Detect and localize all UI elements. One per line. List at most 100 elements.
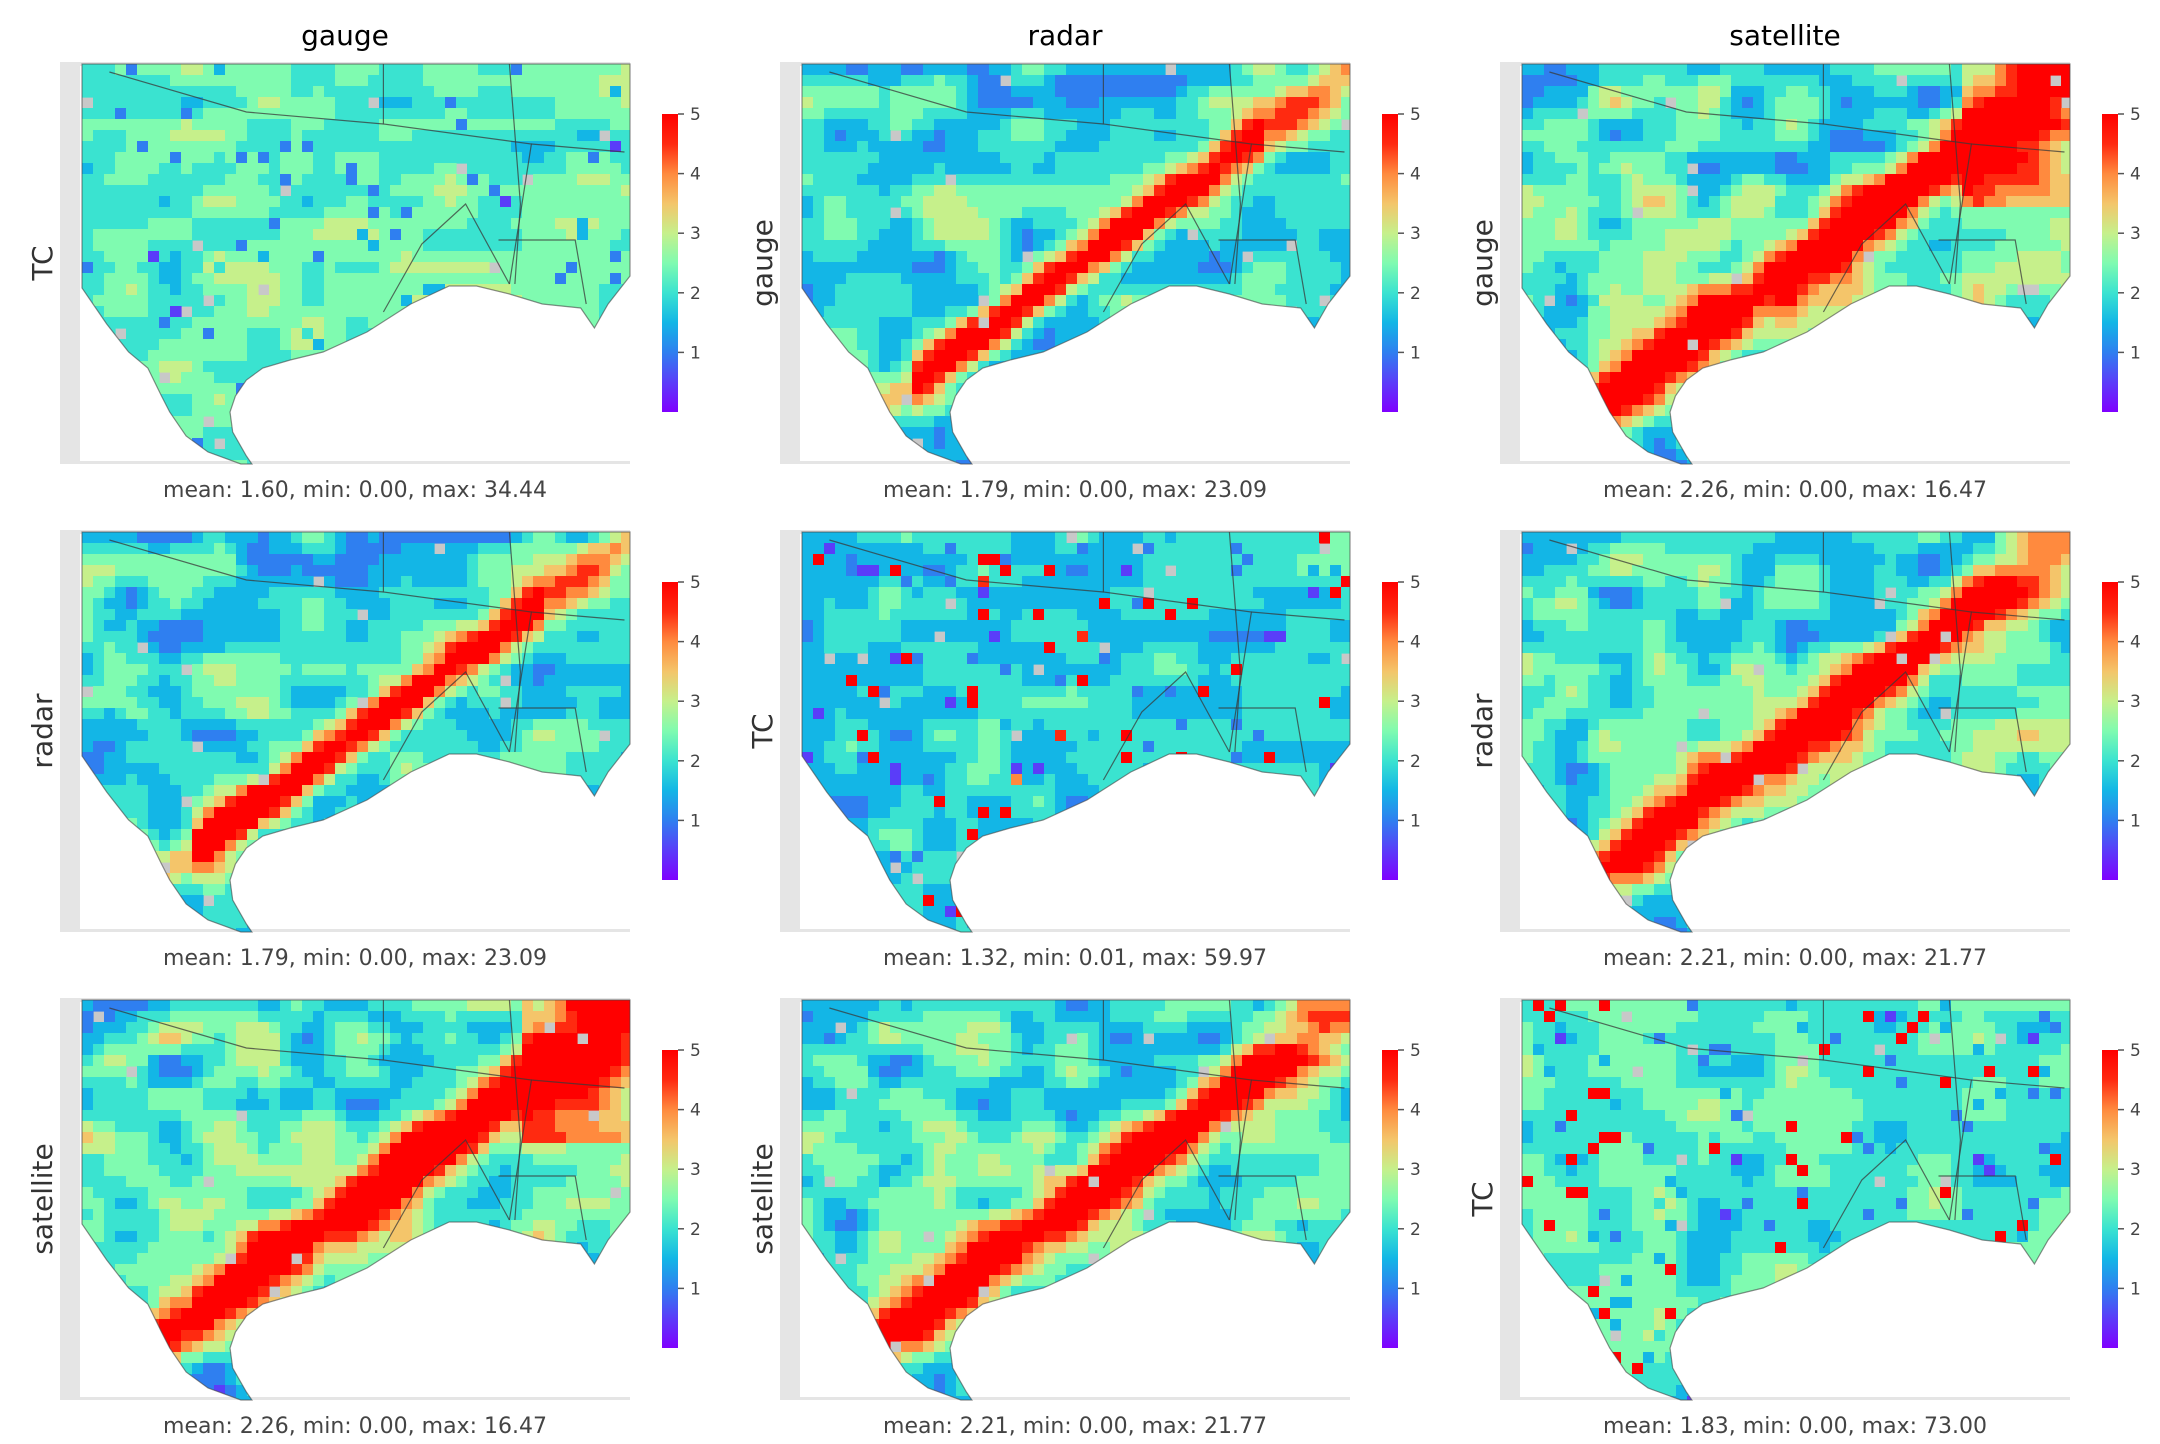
heatmap-cell bbox=[159, 108, 171, 120]
heatmap-cell bbox=[1643, 317, 1655, 329]
heatmap-cell bbox=[2006, 97, 2018, 109]
heatmap-cell bbox=[1830, 86, 1842, 98]
heatmap-cell bbox=[1632, 273, 1644, 285]
heatmap-cell bbox=[1533, 273, 1545, 285]
heatmap-cell bbox=[890, 119, 902, 131]
heatmap-cell bbox=[247, 328, 259, 340]
heatmap-cell bbox=[1055, 251, 1067, 263]
heatmap-cell bbox=[478, 251, 490, 263]
heatmap-cell bbox=[269, 284, 281, 296]
heatmap-cell bbox=[1918, 64, 1930, 76]
heatmap-cell bbox=[1995, 152, 2007, 164]
heatmap-cell bbox=[148, 317, 160, 329]
heatmap-cell bbox=[1264, 152, 1276, 164]
heatmap-cell bbox=[1209, 64, 1221, 76]
heatmap-cell bbox=[1341, 64, 1353, 76]
heatmap-cell bbox=[104, 372, 116, 384]
heatmap-cell bbox=[1077, 273, 1089, 285]
heatmap-cell bbox=[1143, 449, 1155, 461]
heatmap-cell bbox=[1165, 372, 1177, 384]
heatmap-cell bbox=[236, 317, 248, 329]
heatmap-cell bbox=[456, 350, 468, 362]
heatmap-cell bbox=[813, 119, 825, 131]
heatmap-cell bbox=[1319, 416, 1331, 428]
heatmap-cell bbox=[181, 416, 193, 428]
heatmap-cell bbox=[1055, 108, 1067, 120]
heatmap-cell bbox=[302, 405, 314, 417]
heatmap-cell bbox=[1055, 438, 1067, 450]
heatmap-cell bbox=[813, 328, 825, 340]
heatmap-cell bbox=[214, 130, 226, 142]
heatmap-cell bbox=[555, 350, 567, 362]
heatmap-cell bbox=[489, 141, 501, 153]
heatmap-cell bbox=[1044, 416, 1056, 428]
heatmap-cell bbox=[379, 427, 391, 439]
heatmap-cell bbox=[1522, 141, 1534, 153]
heatmap-cell bbox=[93, 427, 105, 439]
heatmap-cell bbox=[555, 306, 567, 318]
heatmap-cell bbox=[247, 339, 259, 351]
heatmap-cell bbox=[868, 163, 880, 175]
heatmap-cell bbox=[1330, 64, 1342, 76]
heatmap-cell bbox=[214, 152, 226, 164]
heatmap-cell bbox=[1319, 317, 1331, 329]
heatmap-cell bbox=[423, 174, 435, 186]
heatmap-cell bbox=[1308, 273, 1320, 285]
heatmap-cell bbox=[1143, 152, 1155, 164]
heatmap-cell bbox=[989, 306, 1001, 318]
heatmap-cell bbox=[214, 196, 226, 208]
heatmap-cell bbox=[247, 361, 259, 373]
heatmap-cell bbox=[879, 383, 891, 395]
heatmap-cell bbox=[1198, 207, 1210, 219]
heatmap-cell bbox=[1676, 328, 1688, 340]
heatmap-cell bbox=[566, 207, 578, 219]
heatmap-cell bbox=[1973, 306, 1985, 318]
heatmap-cell bbox=[1088, 361, 1100, 373]
heatmap-cell bbox=[1929, 174, 1941, 186]
heatmap-cell bbox=[1874, 317, 1886, 329]
heatmap-cell bbox=[379, 163, 391, 175]
heatmap-cell bbox=[912, 284, 924, 296]
heatmap-cell bbox=[478, 163, 490, 175]
heatmap-cell bbox=[192, 295, 204, 307]
heatmap-cell bbox=[1253, 86, 1265, 98]
heatmap-cell bbox=[1209, 185, 1221, 197]
heatmap-cell bbox=[1698, 119, 1710, 131]
heatmap-cell bbox=[1055, 350, 1067, 362]
heatmap-cell bbox=[456, 273, 468, 285]
heatmap-cell bbox=[478, 86, 490, 98]
heatmap-cell bbox=[621, 394, 633, 406]
heatmap-cell bbox=[1286, 350, 1298, 362]
heatmap-cell bbox=[1286, 196, 1298, 208]
heatmap-cell bbox=[956, 196, 968, 208]
heatmap-cell bbox=[1731, 64, 1743, 76]
heatmap-cell bbox=[401, 339, 413, 351]
heatmap-cell bbox=[1962, 240, 1974, 252]
heatmap-cell bbox=[1709, 75, 1721, 87]
heatmap-cell bbox=[126, 438, 138, 450]
heatmap-cell bbox=[214, 306, 226, 318]
heatmap-cell bbox=[610, 273, 622, 285]
heatmap-cell bbox=[599, 108, 611, 120]
heatmap-cell bbox=[1286, 229, 1298, 241]
heatmap-cell bbox=[181, 196, 193, 208]
heatmap-cell bbox=[1566, 306, 1578, 318]
heatmap-cell bbox=[1165, 251, 1177, 263]
heatmap-cell bbox=[956, 427, 968, 439]
heatmap-cell bbox=[533, 196, 545, 208]
heatmap-cell bbox=[989, 416, 1001, 428]
heatmap-cell bbox=[621, 383, 633, 395]
heatmap-cell bbox=[379, 86, 391, 98]
heatmap-cell bbox=[1654, 218, 1666, 230]
heatmap-cell bbox=[1176, 339, 1188, 351]
heatmap-cell bbox=[1687, 218, 1699, 230]
heatmap-cell bbox=[269, 328, 281, 340]
heatmap-cell bbox=[802, 108, 814, 120]
heatmap-cell bbox=[159, 64, 171, 76]
heatmap-cell bbox=[1011, 306, 1023, 318]
heatmap-cell bbox=[247, 273, 259, 285]
heatmap-cell bbox=[159, 174, 171, 186]
heatmap-cell bbox=[1242, 350, 1254, 362]
heatmap-cell bbox=[1852, 262, 1864, 274]
heatmap-cell bbox=[104, 174, 116, 186]
